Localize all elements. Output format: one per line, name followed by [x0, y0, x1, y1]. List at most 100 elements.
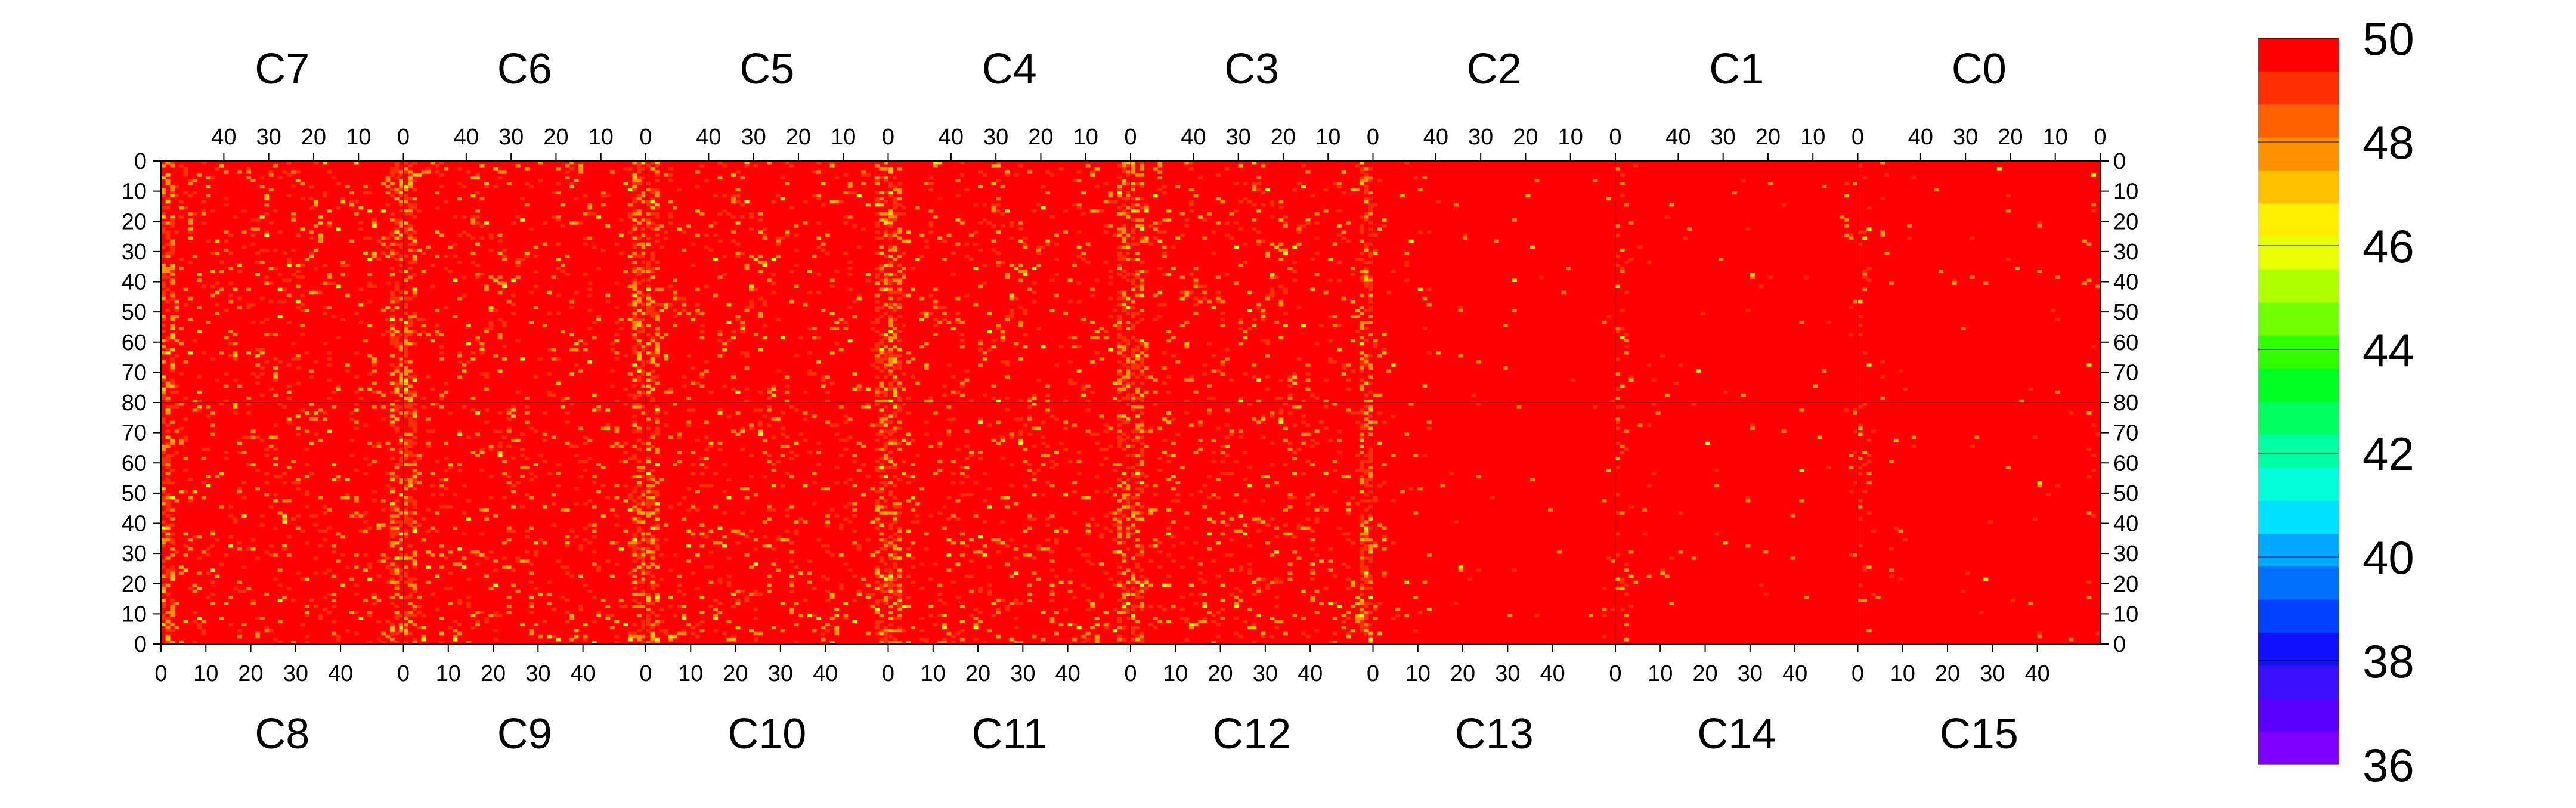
heatmap-cell: [1188, 378, 1194, 382]
heatmap-cell: [264, 212, 270, 216]
heatmap-cell: [879, 432, 884, 436]
heatmap-cell: [646, 565, 651, 569]
heatmap-cell: [726, 583, 732, 587]
heatmap-cell: [987, 505, 992, 509]
heatmap-cell: [165, 463, 171, 466]
heatmap-cell: [897, 502, 902, 506]
heatmap-cell: [636, 161, 642, 165]
heatmap-cell: [484, 375, 489, 379]
heatmap-cell: [937, 592, 943, 596]
heatmap-cell: [439, 405, 444, 409]
heatmap-cell: [444, 469, 449, 472]
heatmap-cell: [959, 629, 965, 633]
heatmap-cell: [430, 472, 435, 475]
heatmap-cell: [1049, 173, 1055, 177]
heatmap-cell: [632, 261, 637, 264]
heatmap-cell: [493, 637, 498, 642]
heatmap-cell: [332, 574, 336, 578]
heatmap-cell: [673, 293, 678, 298]
heatmap-cell: [664, 523, 669, 527]
heatmap-cell: [363, 529, 368, 533]
heatmap-cell: [403, 188, 408, 192]
heatmap-cell: [497, 454, 503, 457]
heatmap-cell: [1148, 605, 1154, 608]
heatmap-cell: [565, 541, 570, 545]
heatmap-cell: [497, 233, 503, 237]
heatmap-cell: [1121, 375, 1126, 379]
heatmap-cell: [1126, 170, 1131, 174]
heatmap-cell: [879, 429, 884, 434]
heatmap-cell: [565, 273, 570, 276]
heatmap-cell: [996, 541, 1001, 545]
heatmap-cell: [695, 302, 700, 307]
heatmap-cell: [389, 273, 395, 276]
heatmap-cell: [838, 405, 844, 409]
heatmap-cell: [493, 167, 498, 171]
heatmap-cell: [807, 451, 812, 454]
heatmap-cell: [668, 200, 673, 204]
heatmap-cell: [1032, 299, 1037, 304]
heatmap-cell: [363, 472, 368, 475]
heatmap-cell: [847, 435, 853, 439]
heatmap-cell: [268, 170, 274, 174]
heatmap-cell: [959, 161, 965, 165]
heatmap-cell: [888, 264, 893, 267]
heatmap-cell: [1131, 218, 1135, 222]
heatmap-cell: [408, 403, 413, 406]
heatmap-cell: [398, 191, 404, 195]
heatmap-cell: [646, 224, 651, 228]
heatmap-cell: [861, 444, 866, 448]
heatmap-cell: [1103, 490, 1109, 494]
heatmap-cell: [883, 499, 888, 503]
heatmap-cell: [655, 502, 660, 506]
heatmap-cell: [632, 293, 637, 298]
heatmap-cell: [789, 608, 794, 611]
heatmap-cell: [825, 251, 831, 255]
heatmap-cell: [520, 505, 525, 509]
heatmap-cell: [600, 484, 606, 488]
heatmap-cell: [1058, 623, 1064, 627]
heatmap-cell: [511, 293, 516, 298]
heatmap-cell: [161, 583, 166, 587]
heatmap-cell: [497, 429, 503, 434]
heatmap-cell: [408, 596, 413, 599]
heatmap-cell: [578, 608, 584, 611]
heatmap-cell: [902, 206, 907, 210]
heatmap-cell: [210, 357, 215, 361]
heatmap-cell: [250, 302, 256, 307]
heatmap-cell: [161, 284, 166, 289]
heatmap-cell: [1126, 535, 1131, 539]
heatmap-cell: [740, 532, 745, 536]
heatmap-cell: [847, 261, 853, 264]
heatmap-cell: [987, 629, 992, 633]
heatmap-cell: [646, 538, 651, 542]
heatmap-cell: [453, 493, 458, 497]
heatmap-cell: [506, 538, 512, 542]
heatmap-cell: [349, 191, 355, 195]
heatmap-cell: [371, 224, 377, 228]
heatmap-cell: [515, 258, 521, 261]
heatmap-cell: [695, 623, 700, 627]
heatmap-cell: [879, 212, 884, 216]
heatmap-cell: [1157, 188, 1163, 192]
heatmap-cell: [950, 251, 956, 255]
heatmap-cell: [740, 203, 745, 207]
heatmap-cell: [874, 375, 880, 379]
heatmap-cell: [1090, 173, 1095, 177]
heatmap-cell: [1131, 206, 1135, 210]
heatmap-cell: [1188, 623, 1194, 627]
heatmap-cell: [673, 206, 678, 210]
heatmap-cell: [655, 451, 660, 454]
heatmap-cell: [632, 321, 637, 324]
heatmap-cell: [879, 176, 884, 179]
heatmap-cell: [1131, 327, 1135, 330]
heatmap-cell: [255, 487, 261, 491]
heatmap-cell: [655, 312, 660, 315]
heatmap-cell: [1140, 451, 1144, 454]
heatmap-cell: [906, 230, 911, 234]
heatmap-cell: [650, 444, 655, 448]
heatmap-cell: [475, 264, 480, 267]
heatmap-cell: [816, 221, 821, 225]
heatmap-cell: [170, 324, 175, 327]
heatmap-cell: [776, 460, 781, 463]
